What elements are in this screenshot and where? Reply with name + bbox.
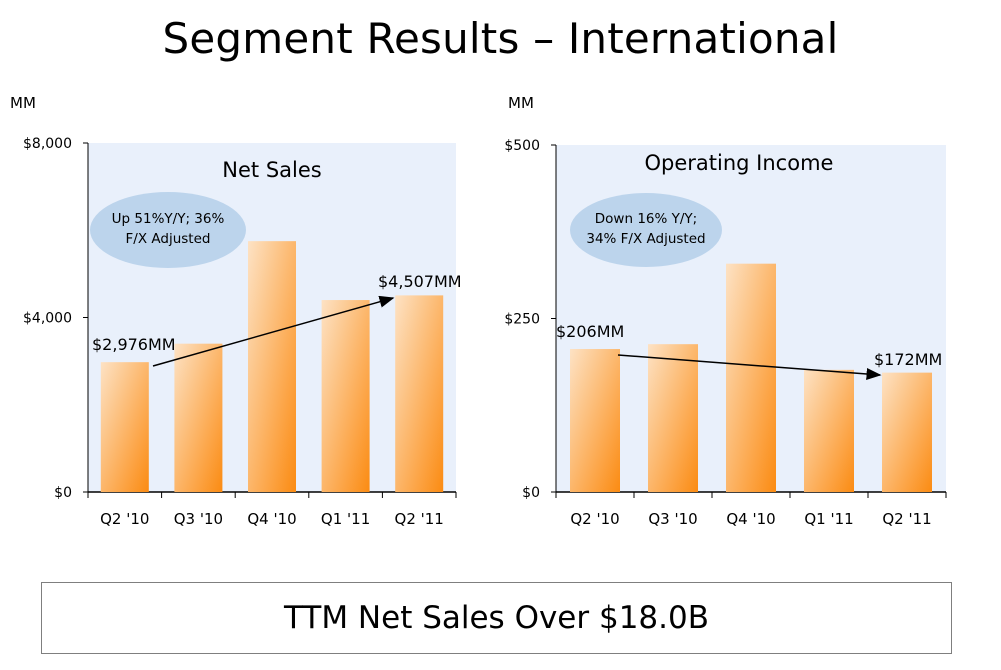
bar — [100, 362, 149, 492]
start-value-label: $206MM — [556, 322, 624, 341]
units-label: MM — [508, 94, 534, 112]
chart-title: Net Sales — [222, 158, 321, 182]
net-sales-chart: MM $0 $4,000 $8,000 Q2 '10 Q3 '10 Q4 '10 Q1 '11… — [10, 94, 462, 528]
x-tick-label: Q1 '11 — [804, 510, 853, 528]
operating-income-chart: MM $0 $250 $500 Q2 '10 Q3 '10 Q4 '10 Q1 '11 Q2 '… — [504, 94, 947, 528]
bar — [726, 263, 776, 492]
x-tick-label: Q1 '11 — [321, 510, 370, 528]
trend-arrow — [152, 295, 395, 367]
x-tick-label: Q2 '10 — [100, 510, 149, 528]
callout-text: Down 16% Y/Y; — [595, 211, 697, 227]
page-title: Segment Results – International — [162, 14, 839, 63]
y-tick-label: $8,000 — [23, 136, 72, 152]
y-tick-label: $500 — [504, 138, 540, 154]
bar — [248, 241, 296, 492]
units-label: MM — [10, 94, 36, 112]
callout-text: F/X Adjusted — [126, 231, 211, 247]
footer-text: TTM Net Sales Over $18.0B — [284, 600, 709, 636]
y-tick-label: $250 — [504, 312, 540, 328]
y-tick-label: $0 — [522, 485, 540, 501]
bar — [882, 372, 932, 492]
end-value-label: $4,507MM — [378, 272, 462, 291]
x-tick-label: Q3 '10 — [648, 510, 697, 528]
x-tick-label: Q2 '11 — [395, 510, 444, 528]
callout-bubble — [570, 193, 722, 267]
y-tick-label: $0 — [54, 485, 72, 501]
trend-arrow — [617, 354, 882, 380]
y-tick-label: $4,000 — [23, 311, 72, 327]
end-value-label: $172MM — [874, 350, 942, 369]
footer-box: TTM Net Sales Over $18.0B — [41, 582, 952, 654]
x-tick-label: Q4 '10 — [726, 510, 775, 528]
bar — [174, 343, 223, 492]
x-tick-label: Q2 '10 — [570, 510, 619, 528]
chart-title: Operating Income — [645, 151, 834, 175]
callout-bubble — [90, 192, 246, 268]
x-tick-label: Q2 '11 — [882, 510, 931, 528]
bar — [395, 295, 444, 492]
x-tick-label: Q3 '10 — [174, 510, 223, 528]
callout-text: Up 51%Y/Y; 36% — [112, 211, 225, 227]
bar — [321, 300, 370, 492]
callout-text: 34% F/X Adjusted — [586, 231, 705, 247]
bar — [804, 369, 854, 492]
bar — [570, 349, 620, 492]
start-value-label: $2,976MM — [92, 335, 176, 354]
bar — [648, 344, 698, 492]
charts-canvas: MM $0 $4,000 $8,000 Q2 '10 Q3 '10 Q4 '10 Q1 '11… — [10, 94, 947, 528]
x-tick-label: Q4 '10 — [247, 510, 296, 528]
